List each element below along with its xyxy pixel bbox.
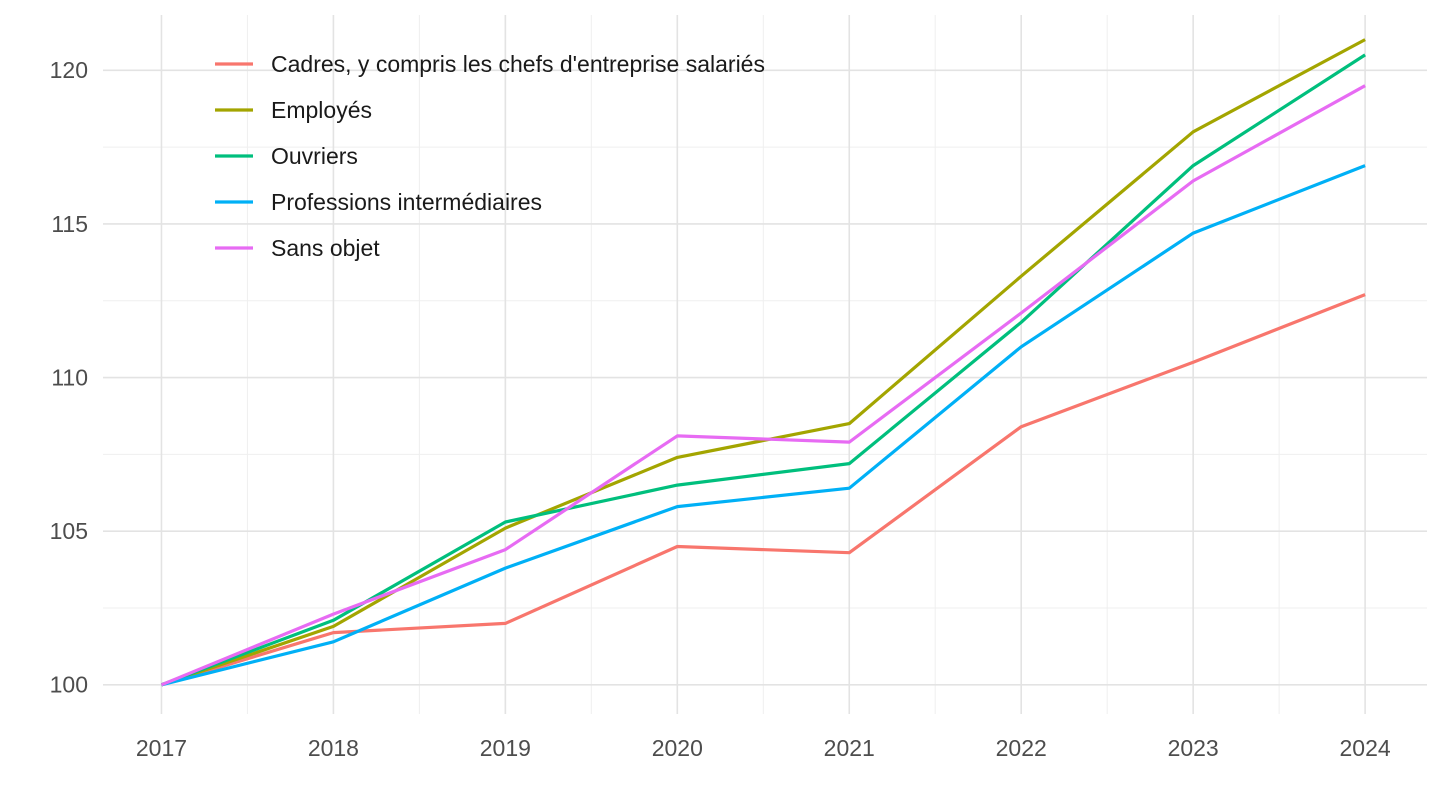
series-line-professions-intermediaires (161, 164, 1366, 687)
y-tick-label: 100 (50, 672, 88, 698)
legend-label-ouvriers: Ouvriers (271, 143, 358, 169)
series-line-sans-objet (160, 84, 1366, 687)
x-tick-label: 2019 (480, 735, 531, 761)
legend-item-sans-objet: Sans objet (215, 235, 380, 261)
legend-label-employes: Employés (271, 97, 372, 123)
legend-label-cadres: Cadres, y compris les chefs d'entreprise… (271, 51, 765, 77)
legend-item-ouvriers: Ouvriers (215, 143, 358, 169)
x-tick-label: 2021 (824, 735, 875, 761)
x-tick-label: 2017 (136, 735, 187, 761)
legend-item-professions-intermediaires: Professions intermédiaires (215, 189, 542, 215)
x-tick-label: 2024 (1340, 735, 1391, 761)
y-axis-tick-labels: 100 105 110 115 120 (50, 57, 88, 698)
y-tick-label: 120 (50, 57, 88, 83)
gridlines-major (103, 15, 1427, 714)
legend-item-cadres: Cadres, y compris les chefs d'entreprise… (215, 51, 765, 77)
y-tick-label: 110 (51, 364, 88, 390)
x-tick-label: 2023 (1168, 735, 1219, 761)
x-axis-tick-labels: 2017 2018 2019 2020 2021 2022 2023 2024 (136, 735, 1391, 761)
series-lines (160, 38, 1366, 687)
x-tick-label: 2018 (308, 735, 359, 761)
x-tick-label: 2022 (996, 735, 1047, 761)
legend: Cadres, y compris les chefs d'entreprise… (215, 51, 765, 261)
legend-label-sans-objet: Sans objet (271, 235, 380, 261)
y-tick-label: 115 (51, 211, 88, 237)
legend-label-professions-intermediaires: Professions intermédiaires (271, 189, 542, 215)
y-tick-label: 105 (50, 518, 88, 544)
x-tick-label: 2020 (652, 735, 703, 761)
legend-item-employes: Employés (215, 97, 372, 123)
